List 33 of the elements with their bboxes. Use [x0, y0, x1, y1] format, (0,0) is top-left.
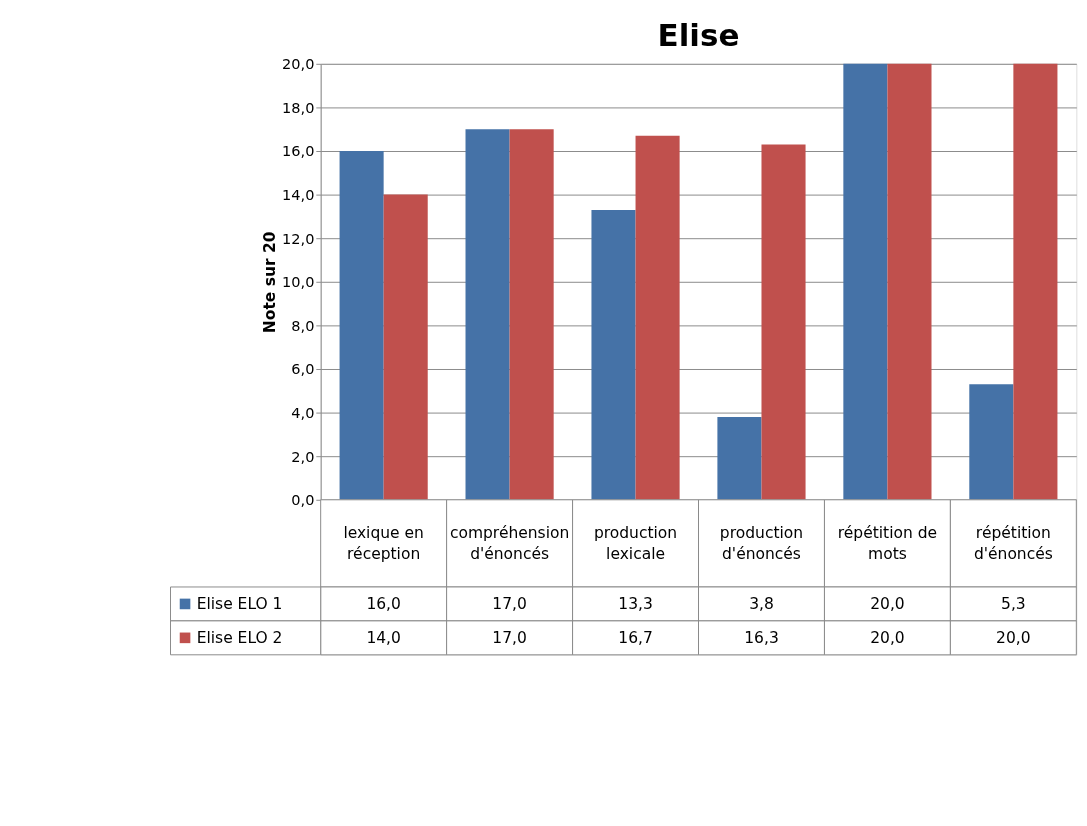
x-tick-label: compréhension d'énoncés: [449, 523, 570, 563]
x-tick-label: répétition d'énoncés: [973, 523, 1053, 563]
y-tick-label: 2,0: [291, 448, 315, 465]
data-label: 5,3: [1001, 594, 1026, 613]
y-tick-label: 16,0: [282, 143, 315, 160]
data-label: 16,3: [744, 628, 779, 647]
data-label: 3,8: [749, 594, 774, 613]
y-tick-label: 8,0: [291, 317, 315, 334]
x-tick-label: répétition de mots: [837, 523, 938, 563]
data-label: 16,0: [366, 594, 401, 613]
legend-label: Elise ELO 1: [196, 594, 283, 613]
data-label: 17,0: [492, 628, 527, 647]
data-label: 13,3: [618, 594, 653, 613]
x-tick-label: lexique en réception: [343, 523, 424, 563]
x-tick-label: production lexicale: [593, 523, 678, 563]
chart-title: Elise: [657, 17, 740, 54]
data-label: 20,0: [996, 628, 1031, 647]
y-tick-label: 20,0: [282, 56, 315, 73]
y-tick-label: 6,0: [291, 361, 315, 378]
data-label: 16,7: [618, 628, 653, 647]
y-tick-label: 0,0: [291, 492, 315, 509]
y-tick-label: 18,0: [282, 99, 315, 116]
y-tick-label: 10,0: [282, 274, 315, 291]
y-axis-title: Note sur 20: [261, 231, 280, 334]
legend-label: Elise ELO 2: [196, 628, 283, 647]
data-label: 14,0: [366, 628, 401, 647]
data-label: 20,0: [870, 628, 905, 647]
y-tick-label: 14,0: [282, 186, 315, 203]
y-tick-label: 4,0: [291, 404, 315, 421]
x-tick-label: production d'énoncés: [719, 523, 804, 563]
y-tick-label: 12,0: [282, 230, 315, 247]
data-label: 20,0: [870, 594, 905, 613]
data-label: 17,0: [492, 594, 527, 613]
